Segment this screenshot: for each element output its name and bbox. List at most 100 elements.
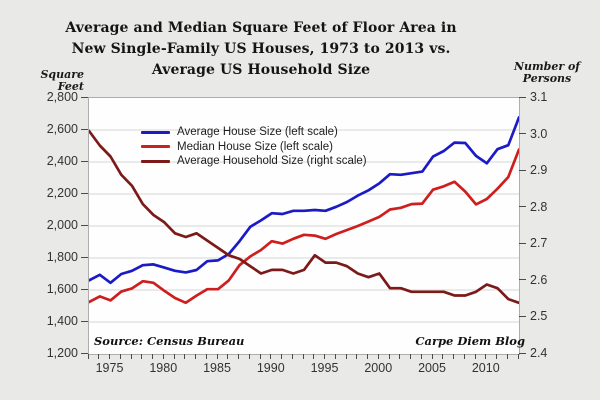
y-axis-label-left: 1,800	[46, 250, 78, 264]
y-axis-label-right: 2.6	[530, 272, 548, 287]
x-axis-label: 1995	[310, 361, 339, 375]
y-axis-tick-right	[519, 96, 526, 98]
x-axis-label: 2010	[471, 361, 500, 375]
x-axis-tick	[152, 354, 153, 359]
y-axis-tick-right	[519, 352, 526, 354]
y-axis-tick-left	[81, 128, 88, 130]
y-axis-tick-left	[81, 160, 88, 162]
x-axis-tick	[410, 354, 411, 359]
y-axis-label-right: 2.8	[530, 199, 548, 214]
x-axis-tick	[420, 354, 422, 359]
legend-item: Average Household Size (right scale)	[141, 154, 367, 169]
x-axis-tick	[195, 354, 196, 359]
right-axis-title-line-1: Number of	[513, 60, 581, 73]
x-axis-tick	[442, 354, 444, 359]
y-axis-label-left: 2,600	[46, 122, 78, 136]
x-axis-tick	[162, 354, 164, 359]
chart-title-line-2: New Single-Family US Houses, 1973 to 201…	[71, 41, 451, 57]
x-axis-tick	[431, 354, 433, 359]
right-axis-title: Number of Persons	[505, 61, 589, 84]
x-axis-tick	[313, 354, 315, 359]
x-axis-label: 2005	[418, 361, 446, 375]
x-axis-tick	[98, 354, 100, 359]
y-axis-label-right: 3.1	[530, 90, 548, 104]
credit-note: Carpe Diem Blog	[415, 334, 525, 348]
y-axis-tick-right	[519, 206, 526, 208]
y-axis-label-right: 3.0	[530, 126, 548, 141]
x-axis-tick	[334, 354, 336, 359]
x-axis-tick	[367, 354, 368, 359]
x-axis-tick	[517, 354, 519, 359]
x-axis-label: 1975	[95, 361, 124, 375]
y-axis-tick-left	[81, 256, 88, 258]
plot-area: Average House Size (left scale) Median Ho…	[88, 97, 525, 355]
y-axis-tick-left	[81, 352, 88, 354]
legend: Average House Size (left scale) Median Ho…	[141, 125, 367, 169]
y-axis-label-right: 2.4	[530, 346, 548, 360]
legend-swatch	[141, 130, 170, 134]
y-axis-label-left: 1,400	[46, 314, 78, 328]
x-axis-tick	[474, 354, 476, 359]
x-axis-tick	[463, 354, 465, 359]
x-axis-tick	[259, 354, 261, 359]
left-axis-title: Square Feet	[40, 68, 84, 93]
source-note: Source: Census Bureau	[94, 334, 245, 348]
x-axis-label: 1985	[203, 361, 231, 375]
y-axis-label-left: 2,400	[46, 154, 78, 168]
y-axis-label-left: 1,200	[46, 346, 78, 360]
chart-title-line-3: Average US Household Size	[151, 62, 371, 78]
x-axis-tick	[302, 354, 304, 359]
x-axis-tick	[119, 354, 121, 359]
x-axis-label: 1990	[256, 361, 285, 375]
y-axis-tick-right	[519, 242, 526, 244]
y-axis-label-right: 2.9	[530, 163, 548, 178]
x-axis-tick	[496, 354, 497, 359]
y-axis-label-right: 2.5	[530, 309, 548, 324]
series-line-average-house-size-left-scale	[89, 116, 519, 285]
y-axis-tick-left	[81, 224, 88, 226]
y-axis-tick-left	[81, 192, 88, 194]
x-axis-tick	[141, 354, 143, 359]
x-axis-tick	[399, 354, 401, 359]
legend-label: Median House Size (left scale)	[177, 140, 333, 153]
y-axis-label-left: 2,000	[46, 218, 78, 232]
x-axis-tick	[388, 354, 390, 359]
x-axis-label: 2000	[364, 361, 393, 375]
series-line-median-house-size-left-scale	[89, 148, 519, 305]
x-axis-tick	[87, 354, 89, 359]
legend-label: Average Household Size (right scale)	[177, 155, 367, 168]
y-axis-tick-right	[519, 279, 526, 281]
chart-title-line-1: Average and Median Square Feet of Floor …	[65, 20, 457, 36]
y-axis-tick-right	[519, 315, 526, 317]
x-axis-tick	[227, 354, 229, 359]
x-axis-tick	[291, 354, 293, 359]
x-axis-tick	[324, 354, 325, 359]
x-axis-tick	[377, 354, 379, 359]
chart-title: Average and Median Square Feet of Floor …	[0, 18, 522, 81]
x-axis-tick	[130, 354, 132, 359]
y-axis-tick-right	[519, 169, 526, 171]
legend-swatch	[141, 159, 170, 163]
x-axis-tick	[109, 354, 110, 359]
x-axis-tick	[506, 354, 508, 359]
right-axis-title-line-2: Persons	[522, 71, 572, 85]
y-axis-tick-left	[81, 320, 88, 322]
y-axis-label-right: 2.7	[530, 236, 548, 251]
x-axis-tick	[345, 354, 347, 359]
legend-label: Average House Size (left scale)	[177, 126, 338, 139]
legend-item: Median House Size (left scale)	[141, 140, 367, 155]
x-axis-tick	[281, 354, 282, 359]
series-line-average-household-size-right-scale	[89, 129, 519, 305]
y-axis-tick-right	[519, 133, 526, 135]
x-axis-tick	[205, 354, 207, 359]
x-axis-tick	[216, 354, 218, 359]
y-axis-label-left: 2,800	[46, 90, 78, 104]
x-axis-tick	[238, 354, 239, 359]
x-axis-tick	[270, 354, 272, 359]
y-axis-label-left: 2,200	[46, 186, 78, 200]
y-axis-tick-left	[81, 288, 88, 290]
y-axis-label-left: 1,600	[46, 282, 78, 296]
x-axis-tick	[173, 354, 175, 359]
plot-svg	[89, 116, 519, 323]
